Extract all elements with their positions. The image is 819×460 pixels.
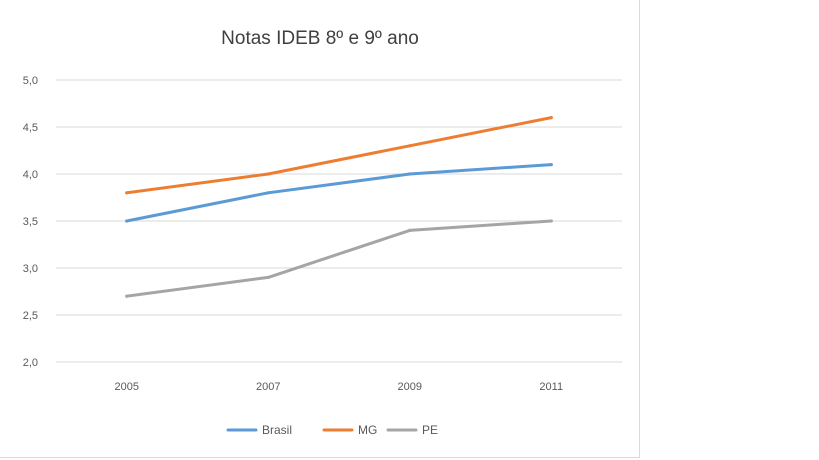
y-tick-label: 4,0 — [23, 169, 38, 181]
series-line-pe — [125, 219, 553, 298]
data-point-mg — [266, 172, 270, 176]
data-point-brasil — [125, 219, 129, 223]
data-point-brasil — [266, 191, 270, 195]
y-tick-label: 2,0 — [23, 357, 38, 369]
line-chart: Notas IDEB 8º e 9º ano 2,0 2,5 3,0 3,5 4,0 4,… — [23, 28, 622, 437]
legend-label-brasil: Brasil — [262, 423, 292, 437]
y-tick-label: 2,5 — [23, 310, 38, 322]
x-tick-label: 2007 — [256, 381, 280, 393]
gridlines — [56, 79, 622, 363]
chart-title: Notas IDEB 8º e 9º ano — [221, 28, 419, 49]
data-point-pe — [408, 228, 412, 232]
y-tick-label: 5,0 — [23, 75, 38, 87]
series-line-brasil — [125, 163, 553, 223]
y-tick-label: 3,0 — [23, 263, 38, 275]
y-tick-label: 4,5 — [23, 122, 38, 134]
data-point-mg — [125, 191, 129, 195]
data-point-brasil — [408, 172, 412, 176]
x-axis-tick-labels: 2005 2007 2009 2011 — [115, 381, 564, 393]
data-point-pe — [549, 219, 553, 223]
data-point-pe — [266, 275, 270, 279]
data-point-mg — [549, 116, 553, 120]
series-line-mg — [125, 116, 553, 195]
legend: Brasil MG PE — [226, 423, 438, 437]
y-tick-label: 3,5 — [23, 216, 38, 228]
x-tick-label: 2011 — [539, 381, 563, 393]
legend-label-pe: PE — [422, 423, 438, 437]
x-tick-label: 2005 — [115, 381, 139, 393]
legend-label-mg: MG — [358, 423, 377, 437]
series-lines — [125, 116, 553, 298]
y-axis-tick-labels: 2,0 2,5 3,0 3,5 4,0 4,5 5,0 — [23, 75, 38, 369]
chart-frame: Notas IDEB 8º e 9º ano 2,0 2,5 3,0 3,5 4,0 4,… — [0, 0, 640, 458]
data-point-pe — [125, 294, 129, 298]
x-tick-label: 2009 — [398, 381, 422, 393]
data-point-brasil — [549, 163, 553, 167]
data-point-mg — [408, 144, 412, 148]
